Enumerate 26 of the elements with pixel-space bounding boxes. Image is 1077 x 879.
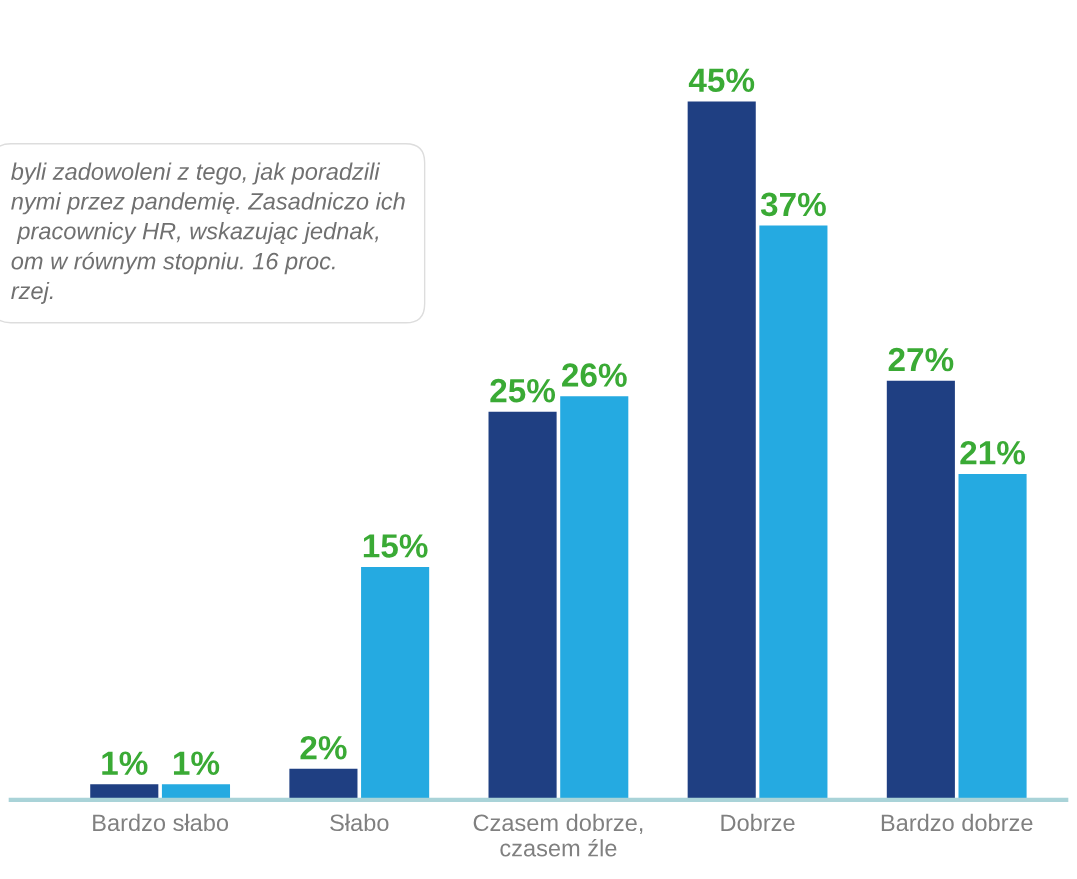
x-tick-label: Czasem dobrze, czasem źle [473,813,643,857]
bar [361,567,430,800]
x-tick-label: Bardzo słabo [93,813,229,832]
bar [687,101,756,800]
data-label: 1% [102,751,148,775]
bar [759,225,828,800]
bar [488,411,557,800]
bar [161,784,231,800]
data-label: 37% [760,192,826,217]
data-label: 2% [300,735,347,760]
data-label: 21% [960,440,1026,465]
data-label: 26% [562,363,627,387]
bar [289,768,358,800]
bar [560,396,629,800]
x-tick-label: Słabo [330,813,389,832]
data-label: 15% [363,534,428,558]
x-tick-label: Bardzo dobrze [881,813,1033,832]
data-label: 27% [888,347,954,372]
bar [90,784,159,800]
bar [886,380,955,800]
data-label: 45% [688,68,755,93]
x-tick-label: Dobrze [721,813,795,832]
bar [958,473,1027,800]
data-label: 25% [490,378,556,403]
data-label: 1% [173,751,220,775]
annotation: byli zadowoleni z tego, jak poradzili nymi przez pandemię. Zasadniczo ich pracownicy HR, wskazując jednak, om w równym stopniu. 16 proc. rzej. [11,162,405,304]
